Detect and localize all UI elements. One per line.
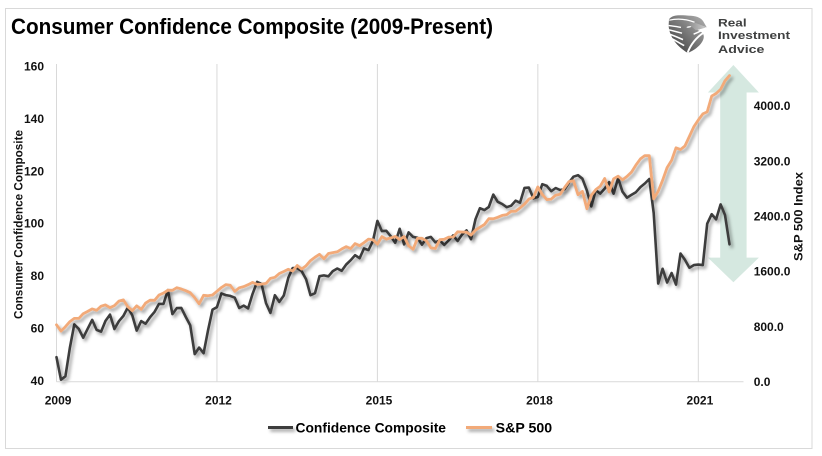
svg-text:Real: Real — [718, 18, 747, 30]
svg-text:2015: 2015 — [366, 394, 393, 408]
svg-text:120: 120 — [24, 164, 44, 178]
svg-text:Investment: Investment — [718, 30, 790, 42]
svg-text:0.0: 0.0 — [754, 375, 771, 389]
svg-text:4000.0: 4000.0 — [754, 99, 791, 113]
svg-text:140: 140 — [24, 112, 44, 126]
svg-text:Confidence Composite: Confidence Composite — [296, 419, 447, 435]
svg-text:40: 40 — [31, 374, 45, 388]
svg-text:160: 160 — [24, 60, 44, 74]
svg-text:Consumer Confidence Composite: Consumer Confidence Composite — [12, 130, 26, 319]
svg-text:S&P 500: S&P 500 — [496, 419, 553, 435]
svg-text:2400.0: 2400.0 — [754, 210, 791, 224]
svg-text:800.0: 800.0 — [754, 320, 784, 334]
svg-text:2012: 2012 — [205, 394, 232, 408]
svg-text:3200.0: 3200.0 — [754, 154, 791, 168]
svg-text:2018: 2018 — [526, 394, 553, 408]
svg-text:1600.0: 1600.0 — [754, 265, 791, 279]
svg-text:80: 80 — [31, 269, 45, 283]
svg-text:Consumer Confidence Composite: Consumer Confidence Composite (2009-Pres… — [11, 14, 493, 39]
svg-text:2009: 2009 — [45, 394, 72, 408]
svg-text:60: 60 — [31, 322, 45, 336]
svg-text:S&P 500 Index: S&P 500 Index — [792, 172, 806, 261]
svg-text:2021: 2021 — [687, 394, 714, 408]
svg-text:Advice: Advice — [718, 44, 764, 56]
svg-text:100: 100 — [24, 217, 44, 231]
